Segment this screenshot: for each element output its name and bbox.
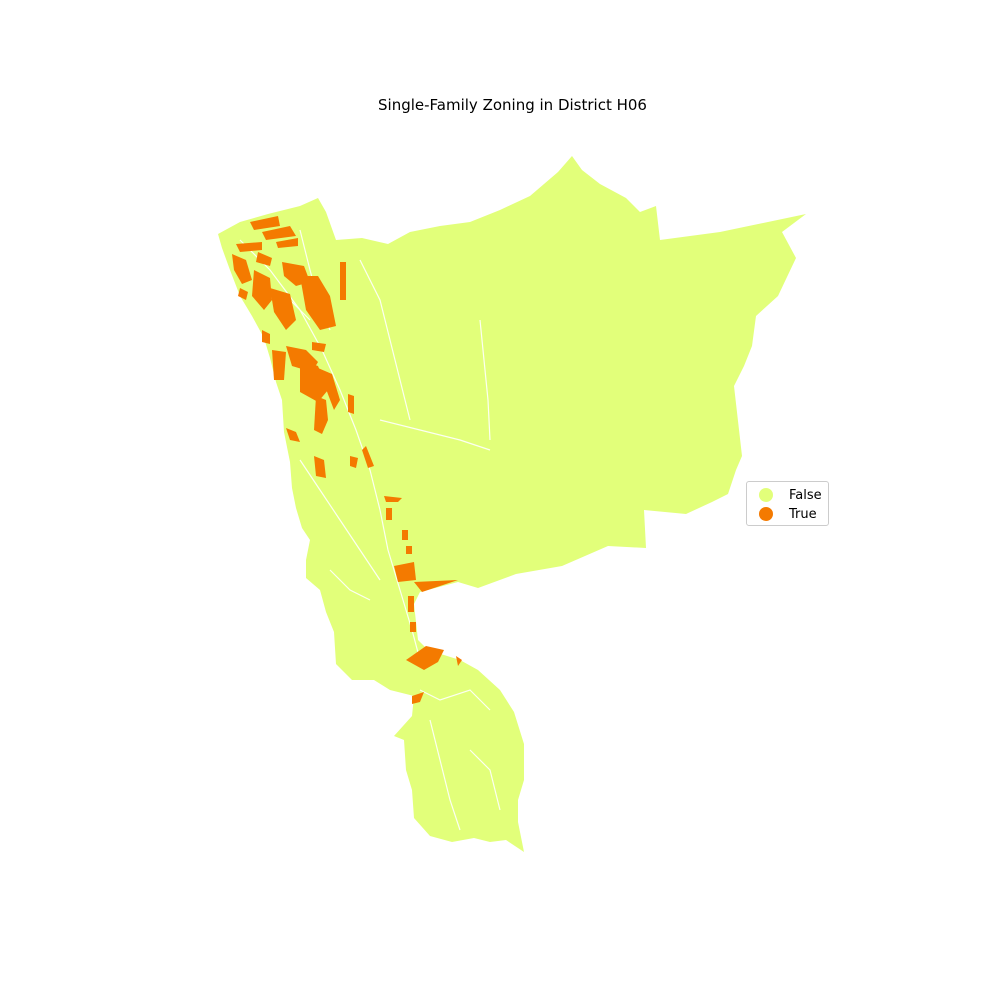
district-area-false (218, 156, 806, 852)
legend: False True (746, 481, 829, 526)
parcels-true (232, 216, 462, 704)
legend-entry-true: True (759, 505, 817, 523)
legend-entry-false: False (759, 486, 822, 504)
legend-marker-false (759, 488, 773, 502)
map-title: Single-Family Zoning in District H06 (378, 96, 647, 114)
legend-marker-true (759, 507, 773, 521)
legend-label-true: True (789, 506, 817, 522)
legend-label-false: False (789, 487, 822, 503)
